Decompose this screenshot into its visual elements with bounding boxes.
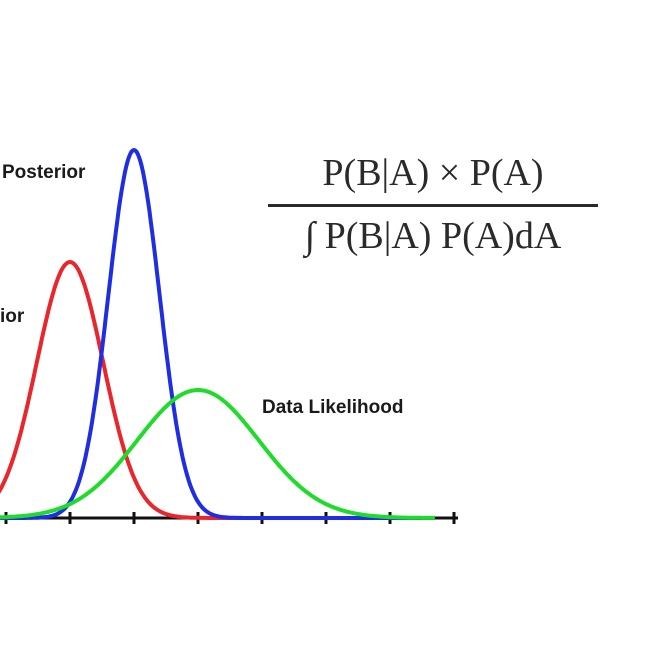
formula-numerator: P(B|A) × P(A)	[322, 152, 544, 194]
likelihood-label: Data Likelihood	[262, 397, 403, 418]
posterior-label: Posterior	[2, 162, 86, 183]
formula-denominator: ∫ P(B|A) P(A)dA	[304, 215, 562, 257]
bayes-formula: P(B|A) × P(A) ∫ P(B|A) P(A)dA	[268, 150, 598, 259]
prior-curve	[0, 260, 436, 520]
fraction-bar	[268, 204, 598, 207]
likelihood-curve	[0, 388, 436, 520]
distribution-curves	[0, 148, 436, 520]
prior-label: ior	[0, 306, 25, 327]
